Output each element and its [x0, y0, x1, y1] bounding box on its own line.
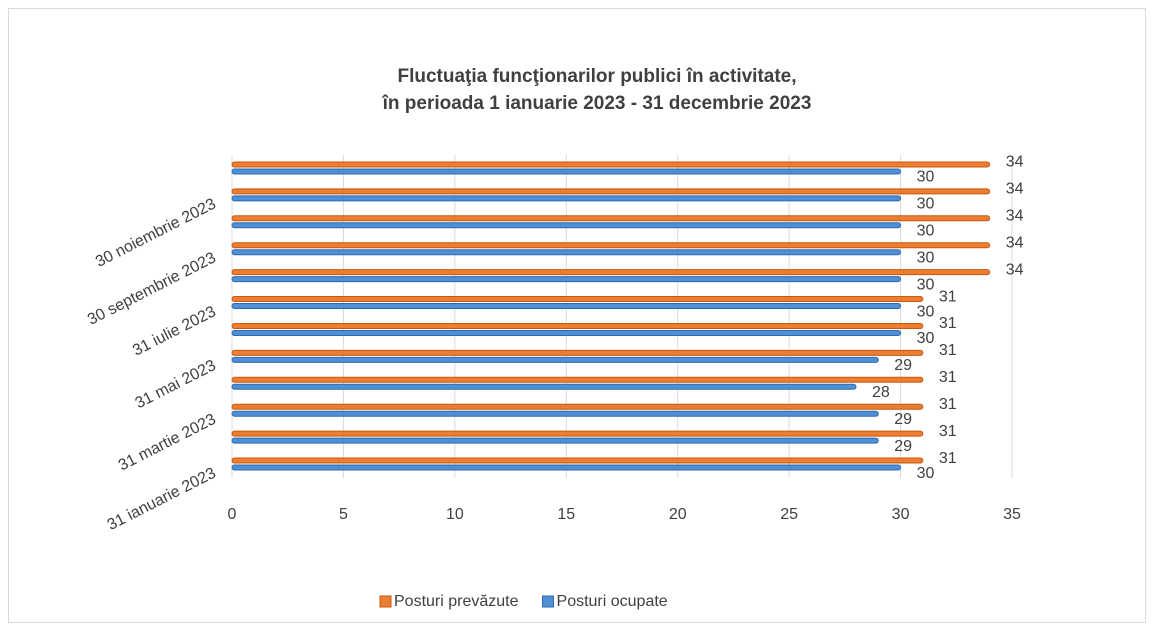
x-tick-label: 0 — [228, 506, 237, 523]
data-label: 31 — [939, 450, 957, 467]
data-label: 30 — [917, 330, 935, 347]
legend-swatch — [379, 595, 392, 608]
chart-frame — [8, 8, 1146, 623]
bar — [231, 168, 902, 175]
legend-label: Posturi ocupate — [557, 593, 668, 610]
data-label: 34 — [1006, 261, 1024, 278]
x-tick-label: 25 — [780, 506, 798, 523]
bar — [231, 329, 902, 336]
data-label: 29 — [894, 438, 912, 455]
bar — [231, 403, 924, 410]
data-label: 34 — [1006, 154, 1024, 171]
bar — [231, 437, 879, 444]
bar — [231, 242, 991, 249]
x-tick-label: 10 — [446, 506, 464, 523]
data-label: 28 — [872, 384, 890, 401]
data-label: 30 — [917, 169, 935, 186]
bar — [231, 215, 991, 222]
bar — [231, 222, 902, 229]
legend-swatch — [542, 595, 555, 608]
data-label: 30 — [917, 196, 935, 213]
data-label: 31 — [939, 396, 957, 413]
x-tick-label: 15 — [557, 506, 575, 523]
legend-label: Posturi prevăzute — [394, 593, 519, 610]
data-label: 34 — [1006, 181, 1024, 198]
data-label: 34 — [1006, 234, 1024, 251]
data-label: 31 — [939, 342, 957, 359]
chart-title: în perioada 1 ianuarie 2023 - 31 decembr… — [382, 93, 812, 114]
x-tick-label: 35 — [1003, 506, 1021, 523]
bar — [231, 322, 924, 329]
bar — [231, 303, 902, 310]
data-label: 31 — [939, 423, 957, 440]
bar — [231, 296, 924, 303]
data-label: 30 — [917, 303, 935, 320]
data-label: 31 — [939, 369, 957, 386]
data-label: 29 — [894, 357, 912, 374]
bar — [231, 430, 924, 437]
data-label: 30 — [917, 276, 935, 293]
bar — [231, 457, 924, 464]
bar — [231, 464, 902, 471]
bar — [231, 276, 902, 283]
x-tick-label: 20 — [669, 506, 687, 523]
bar — [231, 410, 879, 417]
bar — [231, 249, 902, 256]
bar — [231, 188, 991, 195]
x-tick-label: 30 — [892, 506, 910, 523]
chart-title: Fluctuaţia funcţionarilor publici în act… — [397, 66, 796, 87]
data-label: 31 — [939, 315, 957, 332]
bar — [231, 349, 924, 356]
data-label: 31 — [939, 288, 957, 305]
bar — [231, 376, 924, 383]
bar — [231, 195, 902, 202]
data-label: 30 — [917, 249, 935, 266]
data-label: 34 — [1006, 208, 1024, 225]
data-label: 29 — [894, 411, 912, 428]
data-label: 30 — [917, 223, 935, 240]
x-tick-label: 5 — [339, 506, 348, 523]
bar — [231, 356, 879, 363]
bar — [231, 383, 857, 390]
data-label: 30 — [917, 465, 935, 482]
bar — [231, 161, 991, 168]
bar — [231, 269, 991, 276]
